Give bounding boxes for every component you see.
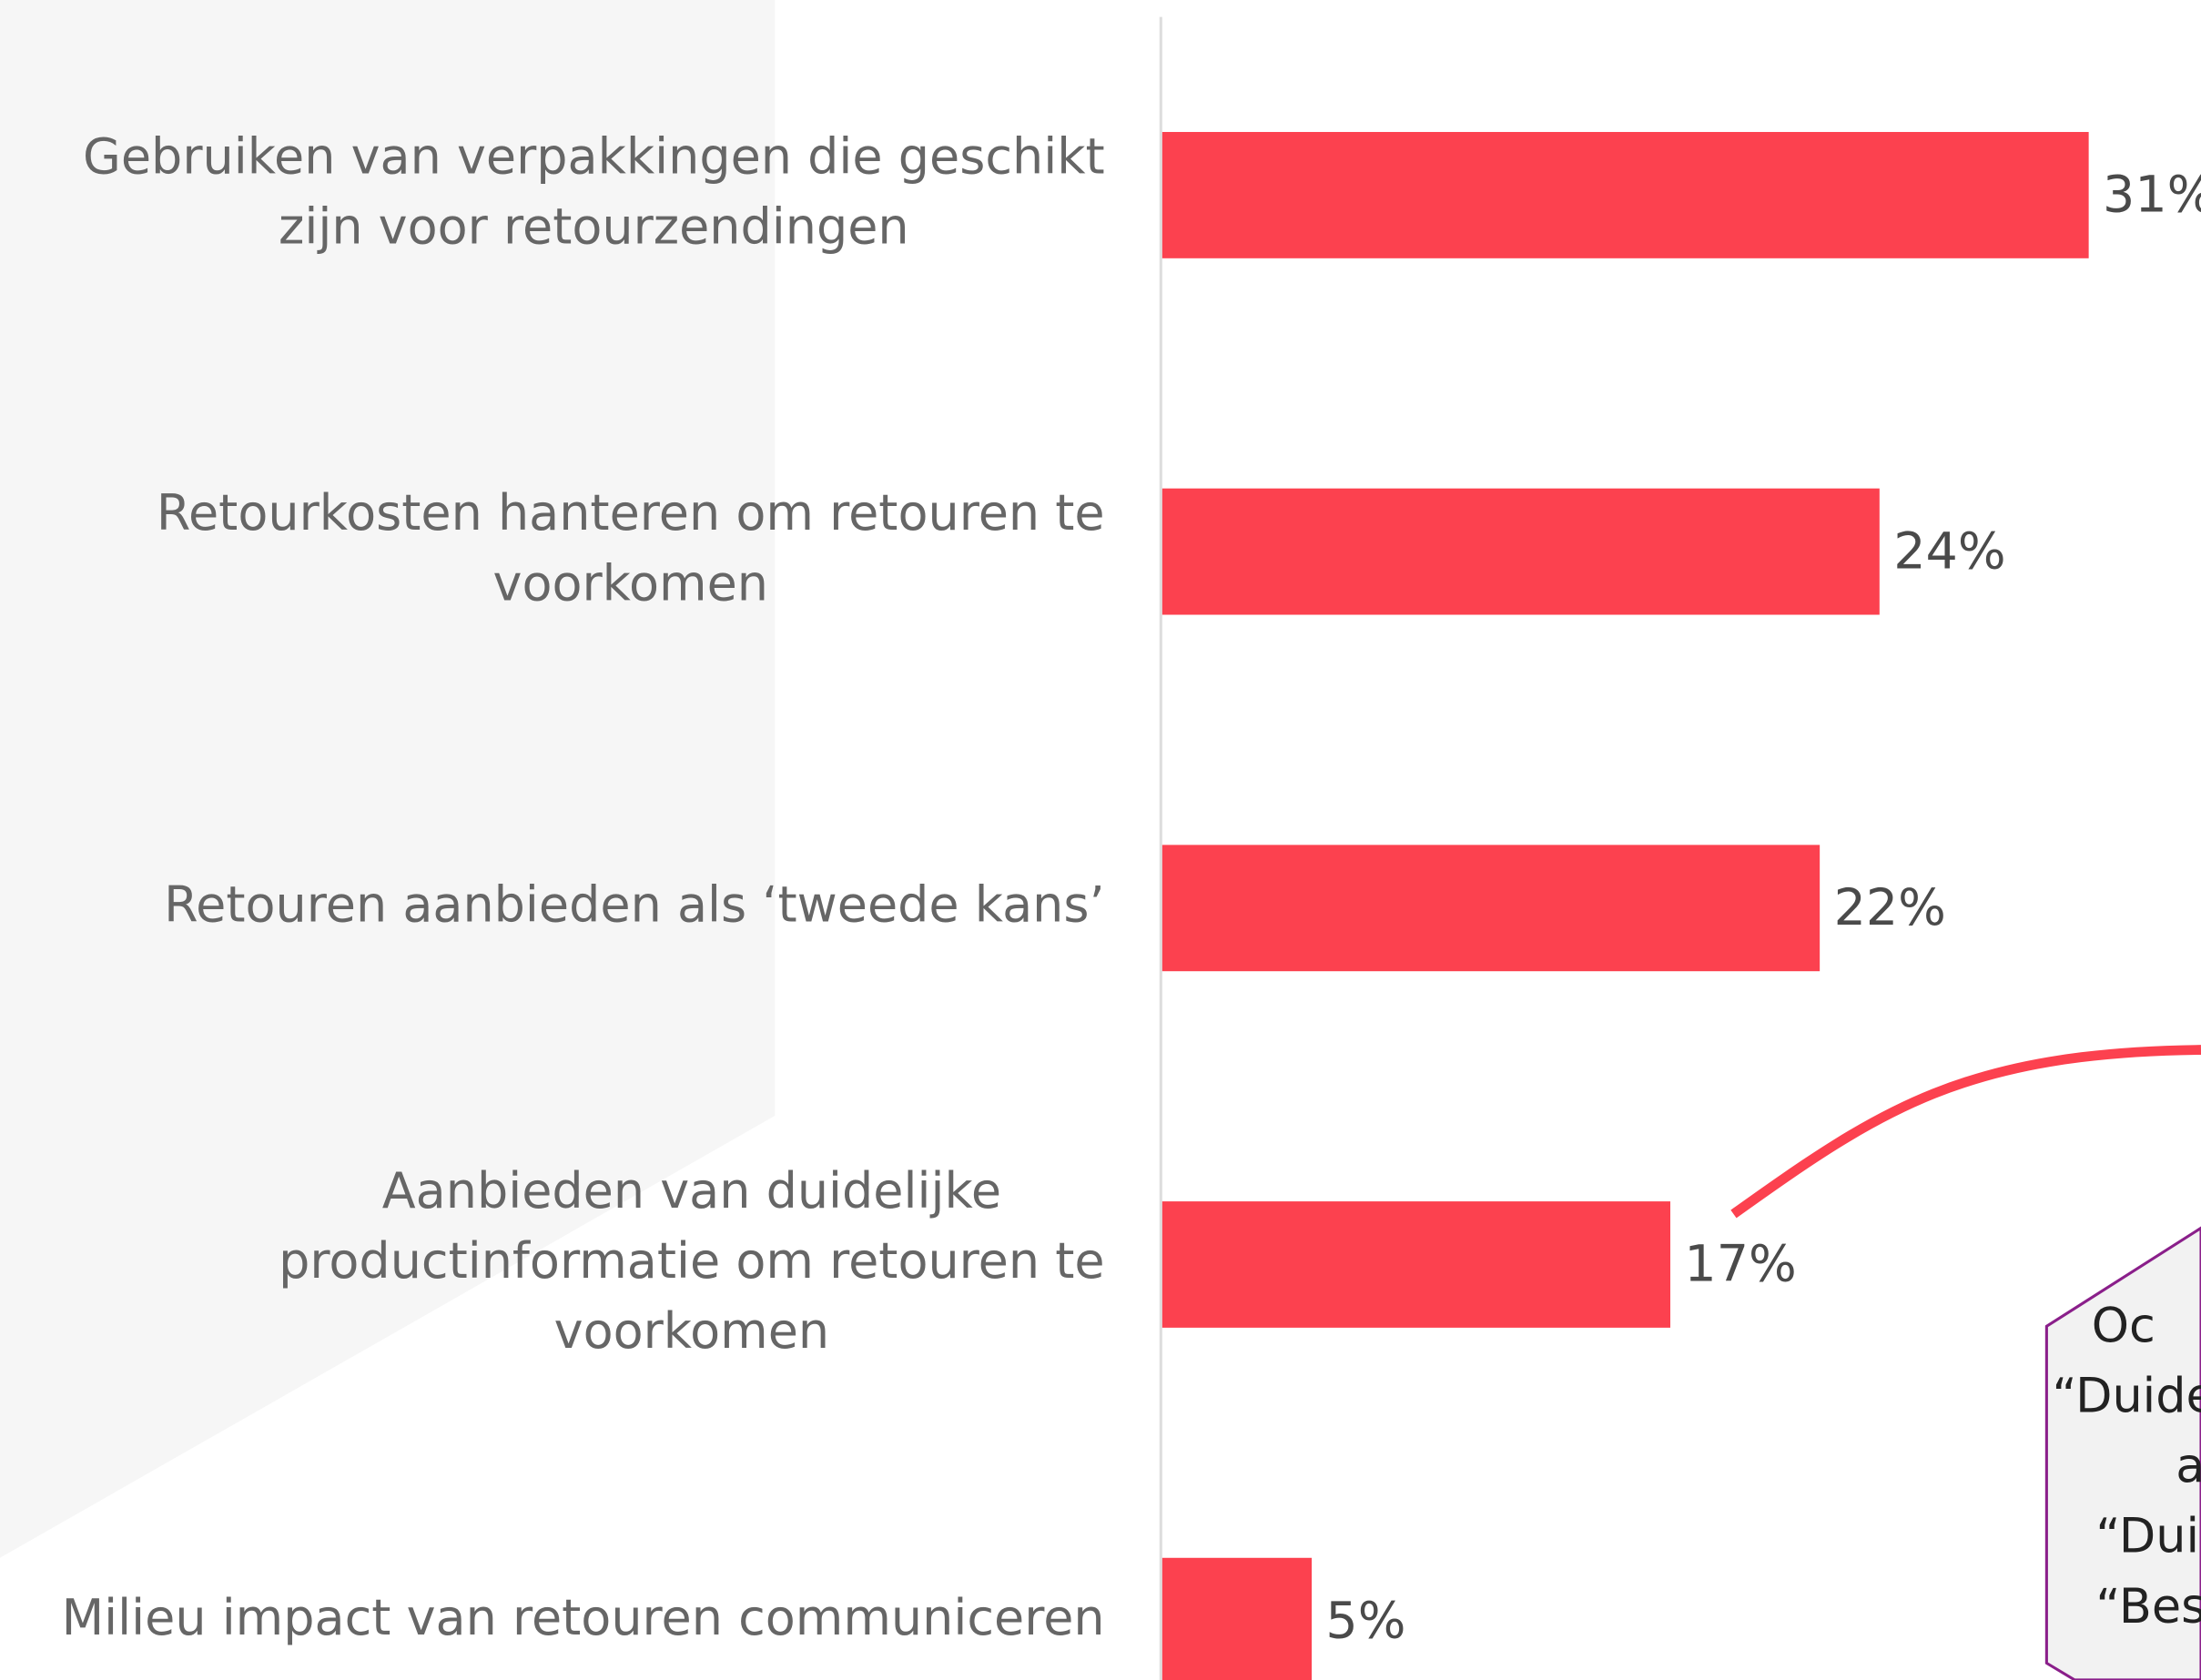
value-label: 17% [1684, 1235, 1796, 1294]
category-label: Aanbieden van duidelijke [382, 1162, 1001, 1220]
category-label: zijn voor retourzendingen [279, 198, 909, 256]
bar [1161, 1201, 1670, 1328]
callout-text: “Dui [2095, 1509, 2199, 1564]
callout-text: a [2176, 1439, 2201, 1494]
callout-text: Oc [2092, 1298, 2155, 1353]
value-label: 22% [1834, 878, 1946, 937]
category-label: Retouren aanbieden als ‘tweede kans’ [164, 875, 1105, 933]
category-label: Gebruiken van verpakkingen die geschikt [83, 127, 1105, 185]
category-label: voorkomen [554, 1302, 829, 1360]
category-label: Milieu impact van retouren communiceren [62, 1589, 1105, 1646]
category-label: productinformatie om retouren te [279, 1232, 1104, 1290]
callout-text: “Bes [2095, 1579, 2201, 1634]
value-label: 5% [1325, 1591, 1405, 1650]
background-shape [0, 0, 776, 1558]
callout-text: “Duide [2053, 1369, 2201, 1424]
callout-curve [1730, 1045, 2201, 1219]
value-label: 31% [2103, 166, 2201, 225]
bar [1161, 845, 1821, 972]
category-label: voorkomen [493, 554, 768, 612]
value-label: 24% [1893, 521, 2005, 581]
bar [1161, 132, 2089, 258]
bar [1161, 1557, 1313, 1680]
category-label: Retourkosten hanteren om retouren te [157, 484, 1105, 541]
bar [1161, 488, 1880, 615]
